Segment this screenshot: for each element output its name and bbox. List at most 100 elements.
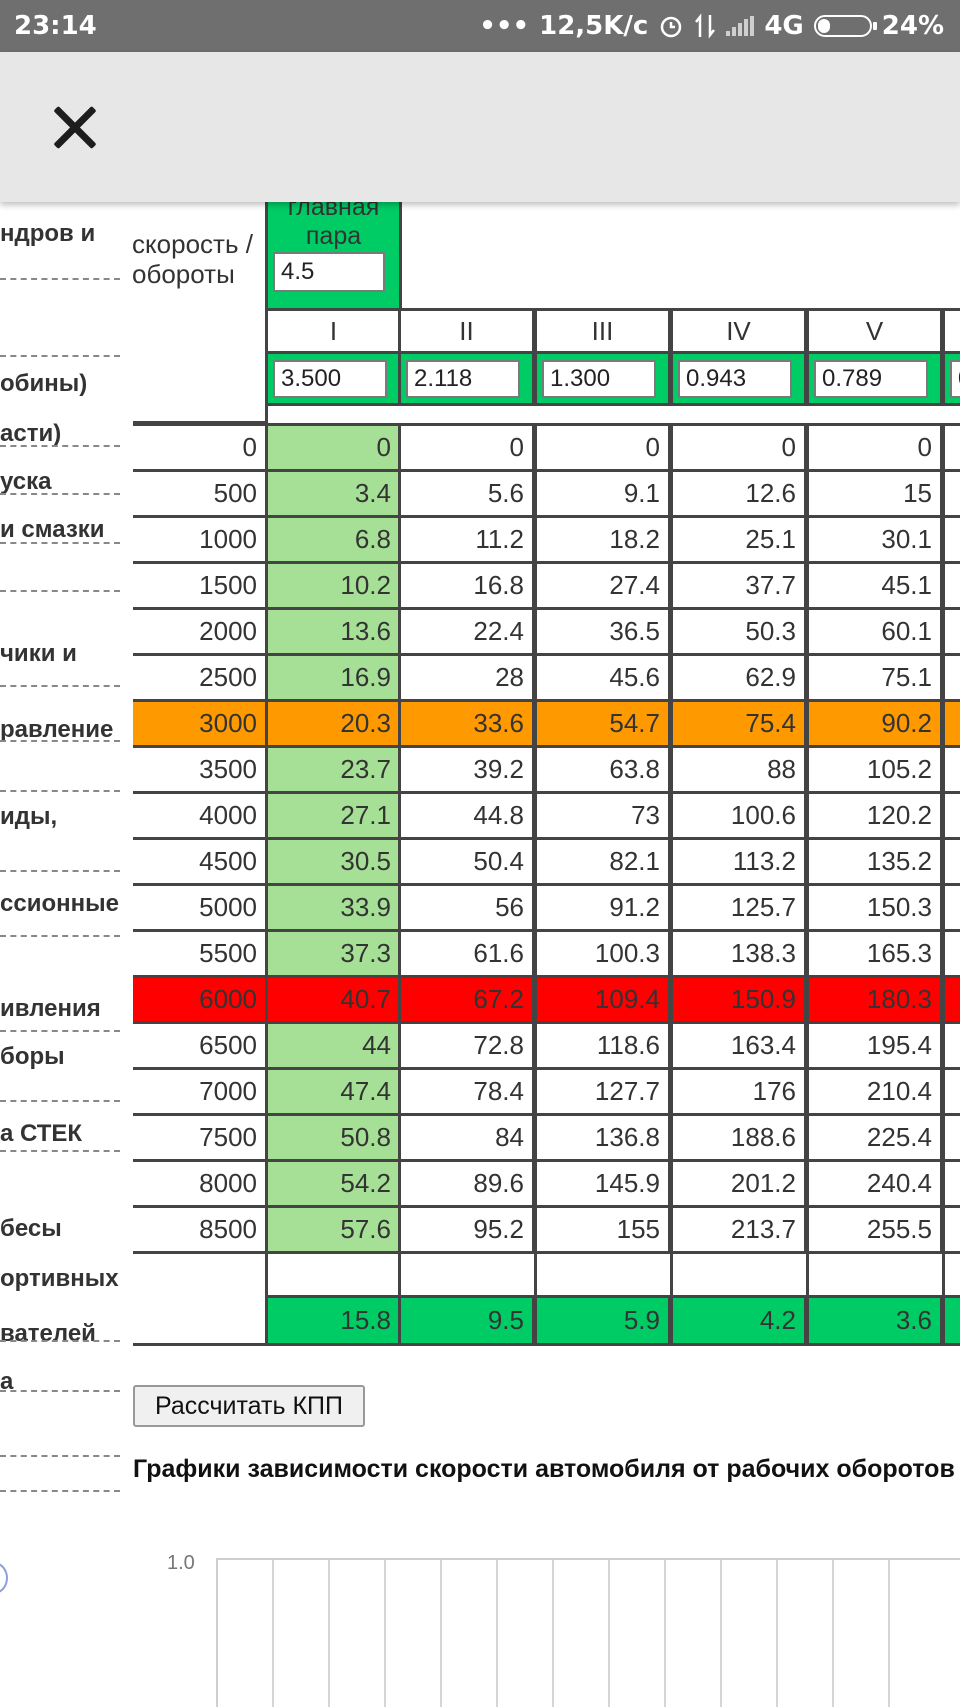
sidebar-menu-item[interactable]: ндров и	[0, 220, 96, 247]
speed-cell	[942, 837, 960, 886]
sidebar-menu-item[interactable]: а СТЕК	[0, 1120, 83, 1147]
network-type: 4G	[764, 11, 804, 41]
gear-ratio-cell	[942, 351, 960, 406]
gear-ratio-input[interactable]	[273, 360, 387, 398]
speed-cell: 113.2	[670, 837, 807, 886]
sidebar-menu-item[interactable]: бесы	[0, 1215, 62, 1242]
sidebar-menu-item[interactable]: ортивных	[0, 1265, 119, 1292]
gear-ratio-input[interactable]	[950, 360, 960, 398]
speed-cell: 39.2	[398, 745, 535, 794]
speed-cell	[942, 423, 960, 472]
sidebar-menu-item[interactable]: а	[0, 1368, 14, 1395]
speed-cell: 6.8	[265, 515, 402, 564]
sidebar-divider	[0, 790, 120, 792]
speed-cell: 37.3	[265, 929, 402, 978]
sidebar-divider	[0, 493, 120, 495]
chart-gridline	[272, 1560, 274, 1707]
speed-cell: 155	[534, 1205, 671, 1254]
network-speed: 12,5K/с	[539, 11, 649, 41]
rpm-cell: 6000	[133, 975, 268, 1024]
speed-cell: 165.3	[806, 929, 943, 978]
speed-cell: 213.7	[670, 1205, 807, 1254]
sidebar-divider	[0, 740, 120, 742]
gear-header-5: V	[806, 308, 943, 354]
summary-spacer-cell	[265, 1251, 402, 1298]
speed-cell: 127.7	[534, 1067, 671, 1116]
sidebar-menu-item[interactable]: иды,	[0, 803, 58, 830]
chart-gridline	[384, 1560, 386, 1707]
speed-cell: 180.3	[806, 975, 943, 1024]
gear-step-cell: 4.2	[670, 1295, 807, 1346]
speed-cell	[942, 745, 960, 794]
speed-cell: 33.9	[265, 883, 402, 932]
sidebar-menu-item[interactable]: и смазки	[0, 516, 105, 543]
chart-gridline	[552, 1560, 554, 1707]
speed-cell: 125.7	[670, 883, 807, 932]
speed-cell: 84	[398, 1113, 535, 1162]
speed-cell: 20.3	[265, 699, 402, 748]
main-pair-label: главная пара	[287, 200, 380, 250]
chart-gridline	[776, 1560, 778, 1707]
sidebar-menu-item[interactable]: асти)	[0, 420, 62, 447]
speed-cell: 109.4	[534, 975, 671, 1024]
speed-cell: 73	[534, 791, 671, 840]
summary-label-cell	[133, 1251, 268, 1346]
chart-section-title: Графики зависимости скорости автомобиля …	[133, 1455, 955, 1483]
speed-cell: 33.6	[398, 699, 535, 748]
scroll-top-icon[interactable]	[0, 1562, 8, 1594]
speed-cell: 3.4	[265, 469, 402, 518]
speed-cell: 135.2	[806, 837, 943, 886]
speed-cell: 54.2	[265, 1159, 402, 1208]
gear-ratio-cell	[806, 351, 943, 406]
sidebar-divider	[0, 278, 120, 280]
gear-ratio-input[interactable]	[814, 360, 928, 398]
speed-cell: 25.1	[670, 515, 807, 564]
sidebar-menu-item[interactable]: ссионные	[0, 890, 119, 917]
gear-ratio-cell	[534, 351, 671, 406]
gear-header-4: IV	[670, 308, 807, 354]
gear-ratio-input[interactable]	[542, 360, 656, 398]
speed-cell	[942, 791, 960, 840]
main-pair-input[interactable]	[273, 252, 385, 292]
speed-cell	[942, 607, 960, 656]
rpm-cell: 6500	[133, 1021, 268, 1070]
sidebar-divider	[0, 1100, 120, 1102]
rpm-cell: 4500	[133, 837, 268, 886]
chart-gridline	[888, 1560, 890, 1707]
speed-cell: 10.2	[265, 561, 402, 610]
calculate-gearbox-button[interactable]: Рассчитать КПП	[133, 1385, 365, 1427]
gear-step-cell: 9.5	[398, 1295, 535, 1346]
speed-cell: 23.7	[265, 745, 402, 794]
speed-cell	[942, 1159, 960, 1208]
sidebar-menu-item[interactable]: равление	[0, 716, 114, 743]
sidebar-divider	[0, 1340, 120, 1342]
gear-ratio-input[interactable]	[406, 360, 520, 398]
speed-cell: 91.2	[534, 883, 671, 932]
sidebar-menu-item[interactable]: чики и	[0, 640, 77, 667]
speed-cell: 210.4	[806, 1067, 943, 1116]
chart-gridline	[440, 1560, 442, 1707]
close-icon[interactable]	[50, 103, 100, 153]
chart-gridline	[720, 1560, 722, 1707]
sidebar-menu-item[interactable]: боры	[0, 1043, 65, 1070]
rpm-cell: 2500	[133, 653, 268, 702]
more-dots-icon: •••	[479, 11, 530, 41]
speed-cell: 75.4	[670, 699, 807, 748]
speed-cell: 44	[265, 1021, 402, 1070]
sidebar-divider	[0, 935, 120, 937]
speed-cell: 82.1	[534, 837, 671, 886]
sidebar-divider	[0, 1030, 120, 1032]
speed-cell: 136.8	[534, 1113, 671, 1162]
sidebar-menu-item[interactable]: ивления	[0, 995, 101, 1022]
chart-gridline	[832, 1560, 834, 1707]
gear-ratio-input[interactable]	[678, 360, 792, 398]
speed-cell: 5.6	[398, 469, 535, 518]
main-pair-cell: главная пара	[265, 200, 402, 313]
speed-cell: 90.2	[806, 699, 943, 748]
sidebar-divider	[0, 542, 120, 544]
sidebar-menu-item[interactable]: уска	[0, 468, 52, 495]
speed-cell: 150.9	[670, 975, 807, 1024]
sidebar-menu-item[interactable]: обины)	[0, 370, 88, 397]
sidebar-menu-item[interactable]: вателей	[0, 1320, 96, 1347]
